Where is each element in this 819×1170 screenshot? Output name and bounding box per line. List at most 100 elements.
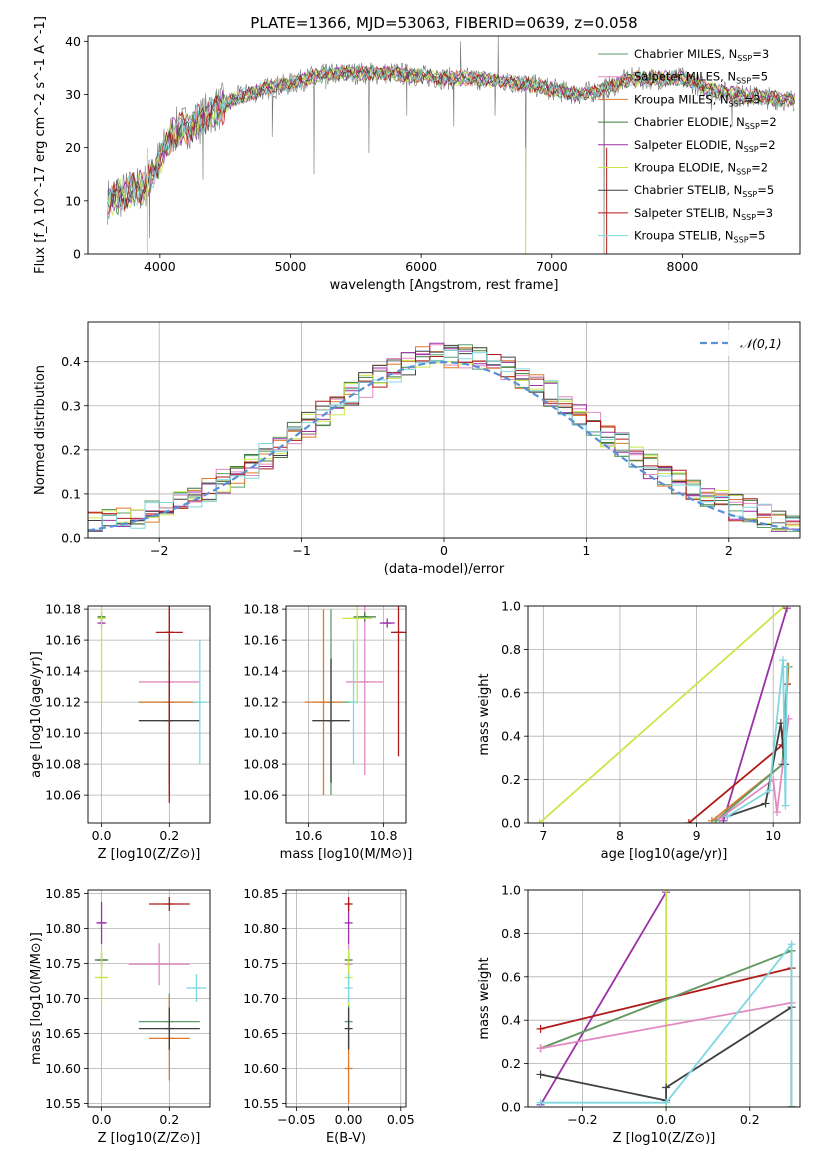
y-tick-label: 10.85 [45,886,81,901]
y-tick-label: 0.8 [501,926,521,941]
x-tick-label: 0 [440,543,448,558]
weight-marker [723,812,732,821]
y-tick-label: 0.0 [61,531,81,546]
mass-vs-Z-panel: 0.0 0.2 10.55 10.60 10.65 10.70 10.75 10.80 10.8… [29,886,211,1146]
y-tick-label: 10 [65,193,81,208]
x-tick-label: −0.05 [277,1112,315,1127]
y-tick-label: 10.12 [243,695,279,710]
x-axis-label: E(B-V) [326,1131,366,1146]
weight-marker [662,890,671,894]
y-tick-label: 10.60 [243,1061,279,1076]
y-tick-label: 10.80 [45,921,81,936]
x-tick-label: 0.05 [387,1112,415,1127]
x-tick-label: 10.6 [295,828,323,843]
x-tick-label: 8 [616,828,624,843]
model-spectrum-line [107,64,796,211]
weight-line [538,606,786,823]
weight-marker [536,1070,545,1079]
y-tick-label: 10.65 [45,1026,81,1041]
axes-frame [285,605,407,824]
y-tick-label: 10.10 [243,726,279,741]
legend-entry: Chabrier STELIB, NSSP=5 [634,183,774,199]
y-axis-label: Normed distribution [33,365,48,495]
y-tick-label: 10.06 [243,788,279,803]
spectrum-legend: Chabrier MILES, NSSP=3 Salpeter MILES, NS… [598,47,777,245]
y-tick-label: 10.06 [45,788,81,803]
weight-line [718,718,790,820]
weight-marker [662,1098,671,1107]
y-tick-label: 0 [73,247,81,262]
y-axis-label: age [log10(age/yr)] [29,651,44,778]
axes-frame [527,889,801,1108]
y-tick-label: 30 [65,87,81,102]
y-tick-label: 0.1 [61,486,81,501]
normal-reference-curve [88,360,800,532]
weight-marker [787,1103,796,1107]
x-tick-label: 10 [765,828,781,843]
weight-marker [715,814,724,823]
y-tick-label: 10.14 [243,664,279,679]
weight-marker [787,940,796,949]
plot-area [536,890,796,1107]
y-tick-label: 0.2 [501,772,521,787]
legend-entry: Salpeter ELODIE, NSSP=2 [634,138,776,154]
x-tick-label: 2 [725,543,733,558]
spectrum-panel: Chabrier MILES, NSSP=3 Salpeter MILES, NS… [33,16,801,293]
weight-marker [761,799,770,808]
legend-entry: Chabrier ELODIE, NSSP=2 [634,115,777,131]
weight-marker [782,606,791,613]
figure-title: PLATE=1366, MJD=53063, FIBERID=0639, z=0… [250,14,637,32]
histogram-legend-bg [692,330,794,356]
x-axis-label: mass [log10(M/M⊙)] [280,847,413,862]
x-tick-label: 0.0 [92,1112,112,1127]
plot-area [535,606,793,823]
x-axis-label: age [log10(age/yr)] [601,847,728,862]
x-tick-label: −1 [292,543,310,558]
x-tick-label: 6000 [405,259,437,274]
plot-area [97,606,207,803]
y-tick-label: 0.6 [501,969,521,984]
weight-line [540,941,793,1107]
x-tick-label: 8000 [667,259,699,274]
weight-marker [684,819,693,823]
y-tick-label: 10.08 [45,757,81,772]
y-tick-label: 10.10 [45,726,81,741]
residual-histogram-step [88,344,800,527]
y-tick-label: 0.8 [501,642,521,657]
x-tick-label: 1 [582,543,590,558]
plot-area [304,606,406,796]
residual-histogram-step [88,349,800,531]
y-tick-label: 10.70 [45,991,81,1006]
x-tick-label: 0.2 [159,828,179,843]
y-tick-label: 10.80 [243,921,279,936]
x-axis-label: wavelength [Angstrom, rest frame] [330,278,559,293]
y-tick-label: 0.6 [501,685,521,700]
weight-marker [781,801,790,810]
plot-area [94,897,207,1081]
y-tick-label: 10.55 [45,1096,81,1111]
y-tick-label: 10.16 [243,633,279,648]
y-tick-label: 10.18 [45,602,81,617]
y-tick-label: 0.2 [61,442,81,457]
x-tick-label: 5000 [275,259,307,274]
x-axis-label: (data-model)/error [384,562,505,577]
weight-vs-Z-panel: −0.2 0.0 0.2 0.0 0.2 0.4 0.6 0.8 1.0 Z [log10(Z/Z… [477,883,801,1146]
y-tick-label: 0.3 [61,398,81,413]
y-tick-label: 10.75 [45,956,81,971]
x-tick-label: 0.2 [740,1112,760,1127]
x-tick-label: 0.0 [92,828,112,843]
y-tick-label: 0.4 [501,729,521,744]
weight-marker [782,662,791,671]
y-tick-label: 10.12 [45,695,81,710]
y-tick-label: 0.4 [501,1013,521,1028]
model-spectrum-line [107,65,795,216]
y-axis-label: mass weight [477,957,492,1039]
age-vs-mass-panel: 10.6 10.8 10.06 10.08 10.10 10.12 10.14 10.16 10… [243,602,413,862]
y-tick-label: 10.14 [45,664,81,679]
y-tick-label: 10.08 [243,757,279,772]
legend-entry: Salpeter MILES, NSSP=5 [634,70,768,86]
y-tick-label: 10.75 [243,956,279,971]
x-tick-label: 0.2 [159,1112,179,1127]
y-tick-label: 0.2 [501,1056,521,1071]
